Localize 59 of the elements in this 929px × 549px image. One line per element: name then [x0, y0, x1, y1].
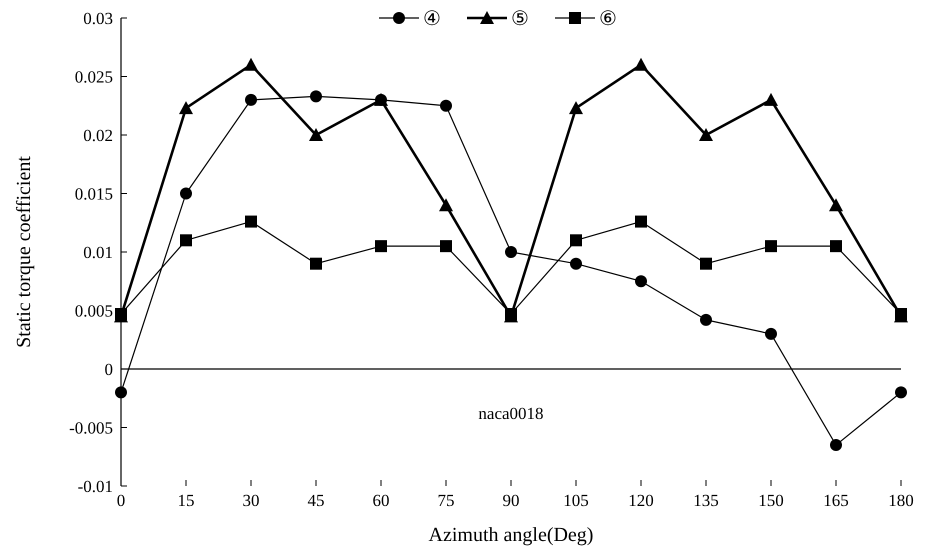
y-tick-label: 0	[104, 360, 113, 379]
legend-label: ⑥	[599, 8, 617, 30]
point	[440, 100, 452, 112]
x-axis-title: Azimuth angle(Deg)	[428, 524, 594, 546]
annotation: naca0018	[478, 404, 544, 423]
point	[375, 240, 387, 252]
y-tick-label: -0.01	[78, 477, 113, 496]
x-tick-label: 90	[502, 491, 520, 510]
x-tick-label: 30	[242, 491, 260, 510]
point	[765, 328, 777, 340]
point	[439, 198, 453, 212]
x-tick-label: 0	[116, 491, 126, 510]
point	[829, 198, 843, 212]
x-tick-label: 15	[178, 491, 194, 510]
point	[830, 439, 842, 452]
y-axis-title: Static torque coefficient	[13, 156, 35, 348]
point	[699, 128, 713, 141]
point	[569, 101, 583, 114]
point	[635, 275, 647, 288]
point	[635, 216, 647, 228]
point	[634, 58, 648, 71]
point	[765, 240, 777, 252]
x-tick-label: 165	[823, 491, 849, 510]
x-tick-label: 135	[693, 491, 719, 510]
x-tick-label: 180	[888, 491, 914, 510]
point	[830, 240, 842, 252]
point	[179, 101, 193, 114]
point	[180, 234, 192, 246]
point	[180, 188, 192, 200]
y-tick-label: 0.01	[83, 243, 113, 262]
point	[115, 386, 127, 398]
point	[244, 58, 258, 71]
y-tick-label: 0.005	[74, 302, 113, 320]
point	[570, 258, 582, 270]
legend-label: ⑤	[511, 8, 529, 30]
point	[440, 240, 452, 252]
y-tick-label: 0.025	[74, 68, 113, 86]
x-tick-label: 45	[308, 491, 324, 510]
point	[764, 92, 778, 106]
y-tick-label: 0.02	[83, 126, 113, 145]
y-tick-label: -0.005	[69, 418, 113, 438]
legend-label: ④	[423, 8, 441, 30]
point	[895, 386, 907, 398]
point	[700, 314, 712, 326]
x-tick-label: 150	[758, 491, 784, 510]
x-tick-label: 120	[628, 491, 654, 510]
x-tick-label: 60	[372, 491, 390, 510]
x-tick-label: 75	[438, 491, 454, 510]
point	[310, 258, 322, 270]
point	[245, 94, 257, 106]
x-tick-label: 105	[563, 491, 589, 510]
point	[309, 128, 323, 141]
point	[245, 216, 257, 228]
point	[570, 234, 582, 246]
point	[700, 258, 712, 270]
point	[310, 90, 322, 102]
point	[505, 246, 517, 258]
y-tick-label: 0.03	[83, 9, 113, 28]
y-tick-label: 0.015	[74, 184, 113, 204]
